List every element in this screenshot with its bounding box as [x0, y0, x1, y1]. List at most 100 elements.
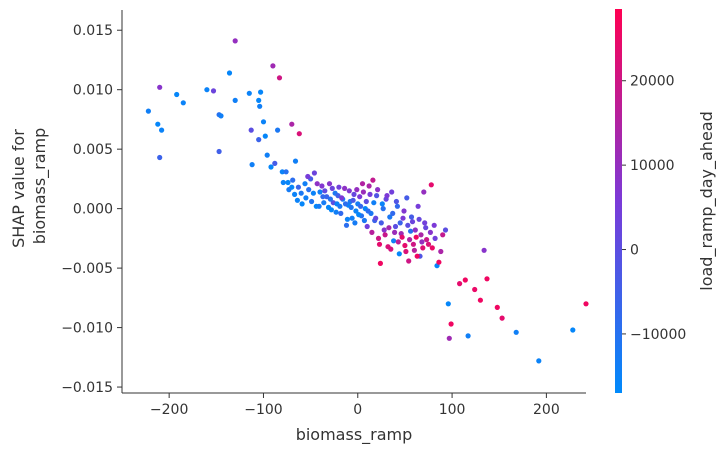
data-point — [360, 189, 366, 195]
data-point — [290, 177, 296, 183]
colorbar-tick-label: 20000 — [630, 74, 675, 90]
data-point — [378, 220, 384, 226]
data-point — [280, 179, 286, 186]
data-point — [342, 201, 349, 207]
data-point — [279, 169, 285, 175]
data-point — [272, 160, 278, 166]
data-point — [465, 333, 471, 339]
data-point — [361, 217, 367, 224]
data-point — [180, 100, 186, 106]
data-point — [299, 201, 305, 207]
data-point — [320, 194, 326, 200]
data-point — [422, 220, 428, 226]
data-point — [306, 187, 312, 193]
data-point — [248, 127, 254, 133]
y-tick-label: −0.010 — [61, 321, 113, 337]
data-point — [382, 232, 388, 238]
x-tick-label: 200 — [533, 402, 560, 418]
data-point — [349, 215, 355, 221]
data-point — [389, 189, 395, 195]
data-point — [346, 188, 352, 194]
data-point — [157, 154, 163, 161]
data-point — [414, 253, 420, 259]
data-point — [295, 184, 301, 190]
data-point — [292, 158, 299, 164]
data-point — [401, 208, 407, 214]
data-point — [390, 210, 396, 216]
data-point — [257, 103, 263, 109]
data-point — [428, 182, 434, 188]
data-point — [431, 222, 437, 228]
data-point — [462, 277, 468, 283]
data-point — [381, 227, 387, 233]
data-point — [446, 335, 452, 341]
colorbar-ticks: 20000 10000 0 −10000 — [622, 74, 686, 343]
data-point — [155, 121, 161, 127]
data-point — [157, 84, 163, 90]
data-point — [329, 185, 335, 191]
data-point — [399, 234, 405, 240]
data-point — [338, 210, 344, 216]
data-point — [365, 208, 371, 214]
data-point — [303, 195, 309, 201]
data-point — [316, 203, 322, 209]
data-point — [394, 203, 400, 209]
y-tick-label: 0.015 — [73, 23, 113, 39]
data-point — [423, 225, 429, 231]
data-point — [407, 237, 413, 243]
data-point — [457, 281, 463, 287]
y-tick-label: 0.000 — [73, 202, 113, 218]
data-point — [415, 203, 421, 209]
data-point — [404, 195, 410, 201]
x-axis-ticks: −200 −100 0 100 200 — [150, 393, 560, 418]
data-point — [174, 91, 180, 98]
data-point — [319, 183, 325, 189]
data-point — [333, 209, 339, 215]
data-point — [472, 286, 478, 293]
data-point — [367, 191, 373, 197]
data-point — [216, 148, 222, 155]
x-tick-label: −200 — [150, 402, 188, 418]
data-point — [358, 203, 364, 209]
data-point — [322, 188, 328, 194]
colorbar-tick-label: 0 — [630, 243, 639, 259]
data-point — [376, 241, 383, 247]
data-point — [424, 237, 430, 243]
data-point — [350, 197, 356, 203]
data-point — [448, 321, 454, 327]
data-point — [256, 97, 262, 103]
data-point — [335, 193, 341, 199]
data-point — [276, 75, 283, 81]
data-point — [264, 152, 270, 158]
data-point — [388, 246, 394, 252]
data-point — [409, 219, 416, 225]
data-point — [275, 127, 281, 133]
data-point — [440, 232, 446, 238]
data-point — [513, 329, 519, 335]
data-point — [348, 204, 354, 210]
data-point — [369, 229, 375, 235]
data-point — [438, 248, 444, 255]
y-axis-ticks: 0.015 0.010 0.005 0.000 −0.005 −0.010 −0.015 — [61, 23, 122, 396]
data-point — [354, 187, 360, 193]
data-point — [408, 214, 415, 220]
data-point — [310, 190, 316, 196]
data-point — [391, 238, 397, 244]
data-point — [145, 108, 151, 114]
y-tick-label: −0.005 — [61, 261, 113, 277]
data-point — [411, 247, 417, 253]
data-point — [395, 239, 401, 245]
data-point — [258, 89, 264, 95]
data-point — [400, 215, 406, 221]
y-tick-label: −0.015 — [61, 380, 113, 396]
x-tick-label: 0 — [353, 402, 362, 418]
data-point — [285, 179, 291, 186]
data-point — [392, 223, 399, 230]
y-axis-title: SHAP value for biomass_ramp — [9, 124, 50, 248]
data-point — [384, 193, 390, 199]
y-tick-label: 0.010 — [73, 83, 113, 99]
data-point — [204, 87, 210, 93]
data-point — [311, 170, 317, 176]
data-point — [344, 216, 350, 222]
